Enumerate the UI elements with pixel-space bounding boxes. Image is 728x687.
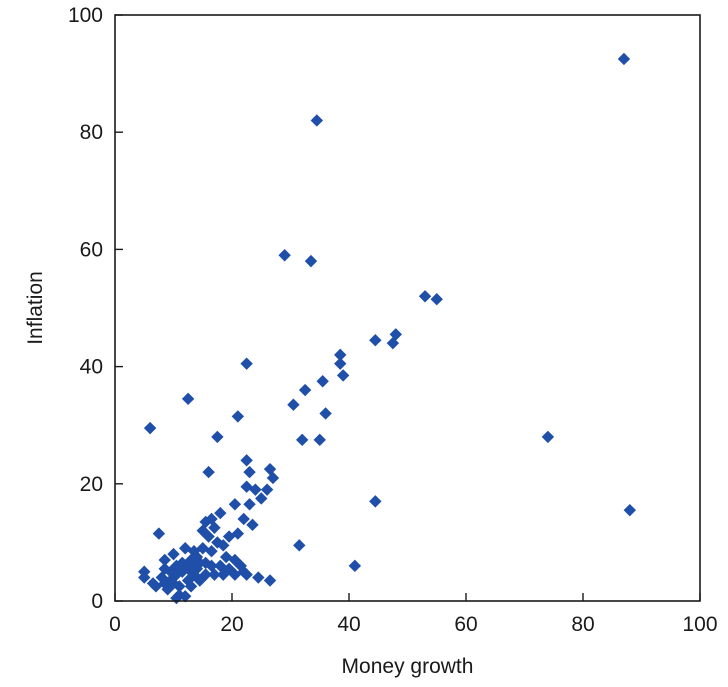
x-tick-label: 60 bbox=[454, 613, 477, 636]
data-point bbox=[211, 430, 224, 444]
data-point bbox=[190, 550, 204, 564]
x-tick-label: 20 bbox=[220, 613, 243, 636]
data-point bbox=[304, 254, 318, 268]
data-point bbox=[161, 583, 174, 596]
data-point bbox=[617, 52, 631, 66]
x-tick-label: 100 bbox=[682, 613, 717, 636]
y-tick-label: 80 bbox=[80, 121, 103, 144]
data-point bbox=[205, 544, 218, 558]
data-point bbox=[187, 559, 201, 573]
data-point bbox=[319, 407, 332, 420]
x-axis-label: Money growth bbox=[342, 655, 474, 678]
data-point bbox=[278, 249, 291, 262]
data-point bbox=[369, 334, 382, 347]
data-point bbox=[146, 577, 160, 590]
y-tick-label: 20 bbox=[80, 473, 103, 496]
data-point bbox=[170, 591, 183, 605]
data-point bbox=[196, 524, 209, 537]
data-point bbox=[187, 544, 201, 558]
data-point bbox=[313, 433, 326, 447]
data-point bbox=[211, 536, 224, 549]
data-point bbox=[334, 348, 347, 362]
data-point bbox=[158, 553, 171, 567]
data-point bbox=[287, 398, 300, 411]
y-tick-label: 100 bbox=[68, 4, 103, 27]
data-point bbox=[155, 571, 168, 584]
y-tick-label: 60 bbox=[80, 238, 103, 261]
data-point bbox=[293, 539, 306, 552]
data-point bbox=[184, 580, 198, 593]
data-point bbox=[167, 577, 180, 590]
data-point bbox=[214, 506, 227, 520]
data-point bbox=[336, 369, 350, 382]
x-tick-label: 40 bbox=[337, 613, 360, 636]
data-point bbox=[158, 577, 171, 590]
data-point bbox=[243, 498, 256, 511]
data-point bbox=[202, 465, 215, 479]
data-point bbox=[199, 556, 212, 570]
data-point bbox=[298, 383, 312, 397]
data-point bbox=[296, 433, 309, 447]
data-point bbox=[623, 503, 636, 517]
data-point bbox=[152, 527, 166, 540]
y-axis-ticks: 0 20 40 60 80 100 bbox=[68, 4, 123, 613]
data-point bbox=[138, 565, 151, 578]
x-tick-label: 80 bbox=[571, 613, 594, 636]
data-point bbox=[252, 571, 265, 584]
data-point bbox=[260, 483, 274, 496]
data-point bbox=[386, 336, 400, 350]
data-point bbox=[228, 553, 242, 567]
y-axis-label: Inflation bbox=[24, 271, 47, 345]
data-point bbox=[240, 454, 253, 467]
data-point bbox=[255, 492, 268, 505]
data-points bbox=[138, 52, 636, 605]
data-point bbox=[181, 562, 195, 575]
data-point bbox=[263, 574, 277, 587]
y-tick-label: 0 bbox=[91, 590, 103, 613]
x-axis-ticks: 0 20 40 60 80 100 bbox=[109, 593, 718, 636]
data-point bbox=[246, 518, 259, 532]
data-point bbox=[369, 495, 382, 508]
data-point bbox=[219, 550, 233, 564]
data-point bbox=[199, 568, 212, 581]
data-point bbox=[176, 565, 189, 578]
data-point bbox=[348, 559, 362, 573]
data-point bbox=[228, 498, 242, 511]
plot-frame bbox=[114, 14, 701, 602]
data-point bbox=[181, 392, 195, 406]
data-point bbox=[217, 539, 230, 552]
data-point bbox=[158, 562, 171, 575]
data-point bbox=[167, 547, 180, 561]
data-point bbox=[231, 410, 245, 423]
data-point bbox=[334, 357, 347, 370]
x-tick-label: 0 bbox=[109, 613, 121, 636]
data-point bbox=[237, 512, 250, 526]
data-point bbox=[143, 421, 157, 435]
data-point bbox=[240, 357, 253, 370]
data-point bbox=[310, 114, 324, 127]
data-point bbox=[430, 293, 443, 306]
y-tick-label: 40 bbox=[80, 356, 103, 379]
data-point bbox=[249, 483, 262, 496]
data-point bbox=[541, 430, 555, 444]
data-point bbox=[243, 465, 256, 479]
data-point bbox=[205, 512, 218, 526]
data-point bbox=[214, 559, 227, 573]
data-point bbox=[205, 559, 218, 573]
data-point bbox=[176, 556, 189, 570]
data-point bbox=[266, 471, 280, 485]
data-point bbox=[418, 290, 432, 303]
data-point bbox=[316, 375, 329, 388]
data-point bbox=[164, 565, 177, 578]
data-point bbox=[179, 590, 192, 603]
data-point bbox=[222, 530, 236, 543]
data-point bbox=[237, 565, 250, 578]
